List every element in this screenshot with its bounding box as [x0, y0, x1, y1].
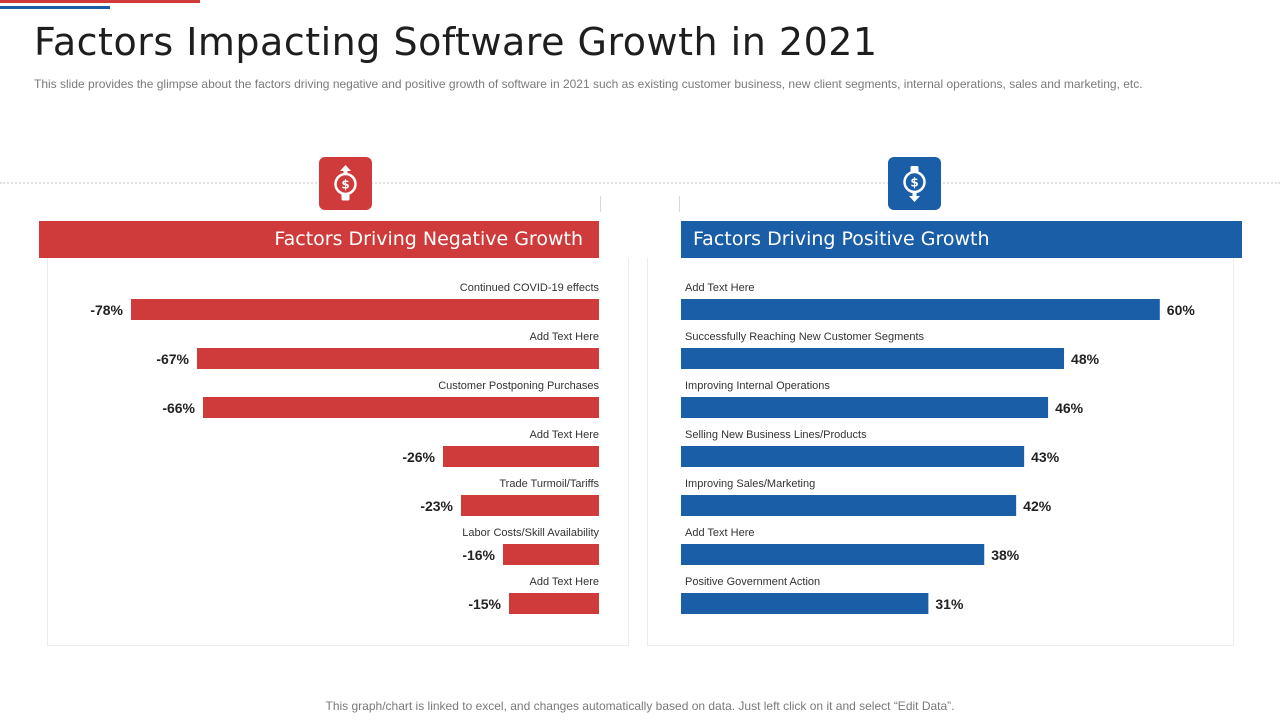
negative-bar-value: -78%: [90, 302, 123, 318]
negative-bar-value: -66%: [162, 400, 195, 416]
slide-subtitle: This slide provides the glimpse about th…: [34, 77, 1143, 91]
svg-text:$: $: [910, 176, 918, 190]
negative-bar: [197, 348, 599, 369]
positive-panel-frame: [647, 258, 1234, 646]
positive-bar: [681, 348, 1065, 369]
negative-bar-value: -26%: [402, 449, 435, 465]
negative-bar-value: -15%: [468, 596, 501, 612]
positive-bar-value: 46%: [1055, 400, 1084, 416]
positive-bar-label: Improving Sales/Marketing: [685, 478, 815, 490]
positive-bar-label: Selling New Business Lines/Products: [685, 429, 867, 441]
negative-bar-label: Continued COVID-19 effects: [460, 282, 600, 294]
svg-text:$: $: [341, 178, 349, 192]
top-accent-blue: [0, 6, 110, 9]
positive-bar-value: 38%: [991, 547, 1020, 563]
positive-bar-value: 42%: [1023, 498, 1052, 514]
footer-note: This graph/chart is linked to excel, and…: [325, 699, 955, 713]
negative-bar: [461, 495, 599, 516]
negative-bar: [443, 446, 599, 467]
positive-bar: [681, 544, 985, 565]
positive-bar-value: 48%: [1071, 351, 1100, 367]
negative-bar-value: -67%: [156, 351, 189, 367]
negative-panel-frame: [47, 258, 629, 646]
negative-bar-value: -23%: [420, 498, 453, 514]
top-accent-red: [0, 0, 200, 3]
positive-bar-label: Successfully Reaching New Customer Segme…: [685, 331, 925, 343]
center-tick-right: [679, 196, 680, 212]
slide-title: Factors Impacting Software Growth in 202…: [34, 20, 878, 64]
negative-bar-label: Labor Costs/Skill Availability: [462, 527, 599, 539]
positive-bar: [681, 299, 1160, 320]
negative-bar-label: Customer Postponing Purchases: [438, 380, 599, 392]
negative-bar: [509, 593, 599, 614]
positive-bar-label: Add Text Here: [685, 527, 755, 539]
positive-bar-value: 60%: [1167, 302, 1196, 318]
negative-bar-label: Add Text Here: [529, 576, 599, 588]
dollar-arrow-up-icon: $: [319, 157, 372, 210]
negative-bar-label: Add Text Here: [529, 331, 599, 343]
positive-bar-value: 43%: [1031, 449, 1060, 465]
negative-bar: [131, 299, 599, 320]
negative-bar-value: -16%: [462, 547, 495, 563]
positive-bar: [681, 397, 1049, 418]
dotted-divider: [0, 182, 1280, 184]
negative-growth-header: Factors Driving Negative Growth: [39, 221, 599, 258]
positive-bar-label: Improving Internal Operations: [685, 380, 830, 392]
negative-bar-label: Add Text Here: [529, 429, 599, 441]
positive-bar-value: 31%: [935, 596, 964, 612]
positive-bar: [681, 446, 1025, 467]
negative-bar: [503, 544, 599, 565]
positive-bar: [681, 593, 929, 614]
positive-bar: [681, 495, 1017, 516]
positive-bar-label: Positive Government Action: [685, 576, 820, 588]
negative-bar: [203, 397, 599, 418]
negative-bar-label: Trade Turmoil/Tariffs: [499, 478, 599, 490]
positive-growth-header: Factors Driving Positive Growth: [681, 221, 1242, 258]
positive-bar-label: Add Text Here: [685, 282, 755, 294]
dollar-arrow-down-icon: $: [888, 157, 941, 210]
center-tick-left: [600, 196, 601, 212]
